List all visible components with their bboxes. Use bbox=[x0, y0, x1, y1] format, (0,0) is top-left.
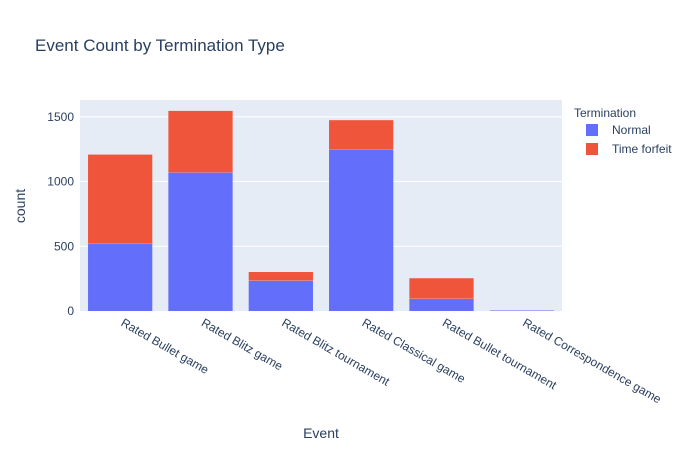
legend[interactable]: Termination Normal Time forfeit bbox=[574, 106, 672, 156]
legend-swatch[interactable] bbox=[586, 124, 598, 136]
bar-normal[interactable] bbox=[489, 310, 554, 311]
bar-normal[interactable] bbox=[409, 298, 474, 311]
legend-swatch[interactable] bbox=[586, 143, 598, 155]
legend-label[interactable]: Normal bbox=[612, 123, 651, 137]
bars bbox=[88, 110, 554, 311]
bar-time-forfeit[interactable] bbox=[409, 277, 474, 299]
bar-normal[interactable] bbox=[248, 280, 313, 311]
legend-title: Termination bbox=[574, 106, 636, 120]
bar-normal[interactable] bbox=[88, 243, 153, 311]
y-tick-label: 1500 bbox=[47, 110, 74, 124]
x-tick-label: Rated Blitz game bbox=[199, 315, 285, 373]
x-axis-title: Event bbox=[303, 425, 339, 441]
bar-time-forfeit[interactable] bbox=[168, 110, 233, 173]
y-tick-label: 500 bbox=[54, 239, 74, 253]
bar-time-forfeit[interactable] bbox=[329, 119, 394, 150]
plot-area bbox=[80, 100, 562, 311]
legend-label[interactable]: Time forfeit bbox=[612, 142, 672, 156]
grid-lines bbox=[80, 116, 562, 247]
y-axis-title: count bbox=[12, 189, 28, 223]
y-tick-labels: 0 500 1000 1500 bbox=[47, 110, 74, 318]
y-tick-label: 1000 bbox=[47, 175, 74, 189]
x-tick-label: Rated Correspondence game bbox=[520, 315, 664, 406]
x-tick-label: Rated Bullet game bbox=[119, 315, 212, 377]
bar-time-forfeit[interactable] bbox=[88, 154, 153, 244]
chart-title: Event Count by Termination Type bbox=[35, 36, 285, 55]
y-tick-label: 0 bbox=[67, 304, 74, 318]
bar-normal[interactable] bbox=[329, 149, 394, 311]
bar-normal[interactable] bbox=[168, 172, 233, 311]
bar-time-forfeit[interactable] bbox=[248, 271, 313, 281]
